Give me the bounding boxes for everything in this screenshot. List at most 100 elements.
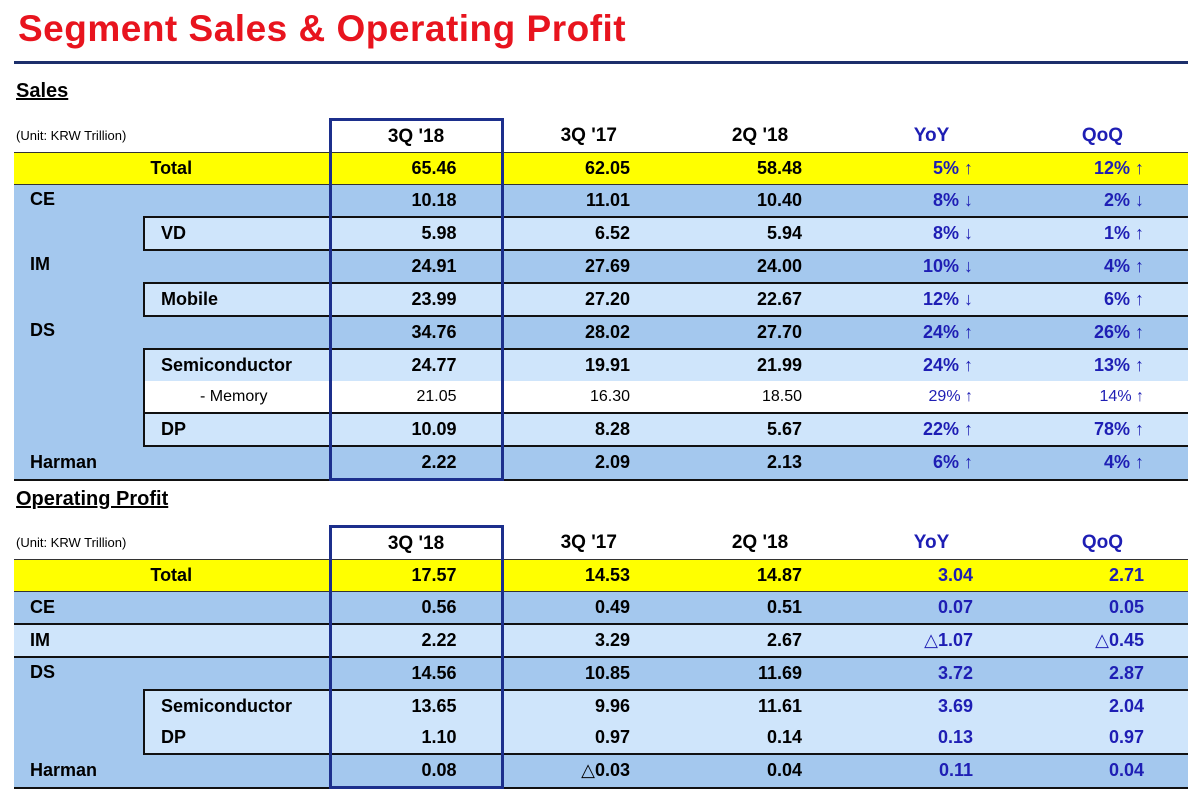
op-row-semiconductor: Semiconductor 13.65 9.96 11.61 3.69 2.04 xyxy=(14,689,1188,722)
value-yoy: 8% ↓ xyxy=(846,216,1017,251)
value-3q17: 16.30 xyxy=(502,381,674,413)
value-3q18: 2.22 xyxy=(328,623,504,657)
value-yoy: 0.11 xyxy=(846,754,1017,789)
sales-table: (Unit: KRW Trillion) 3Q '18 3Q '17 2Q '1… xyxy=(14,118,1188,481)
value-2q18: 11.69 xyxy=(674,656,846,690)
value-3q17: 0.97 xyxy=(502,722,674,755)
value-3q18: 24.91 xyxy=(328,250,504,283)
row-label: Semiconductor xyxy=(143,348,330,381)
value-3q18: 10.09 xyxy=(328,412,504,447)
value-yoy: 24% ↑ xyxy=(846,348,1017,381)
value-3q18: 0.56 xyxy=(328,591,504,624)
row-label: Mobile xyxy=(143,282,330,317)
sales-col-2q18: 2Q '18 xyxy=(731,124,789,146)
op-table: (Unit: KRW Trillion) 3Q '18 3Q '17 2Q '1… xyxy=(14,525,1188,789)
value-yoy: 0.13 xyxy=(846,722,1017,755)
value-3q18: 24.77 xyxy=(328,348,504,381)
value-qoq: 2% ↓ xyxy=(1017,184,1188,217)
sales-row-ds: DS 34.76 28.02 27.70 24% ↑ 26% ↑ xyxy=(14,316,1188,446)
row-label: Semiconductor xyxy=(143,689,330,722)
value-2q18: 10.40 xyxy=(674,184,846,217)
value-yoy: 8% ↓ xyxy=(846,184,1017,217)
page-title: Segment Sales & Operating Profit xyxy=(18,8,627,49)
op-row-dp: DP 1.10 0.97 0.14 0.13 0.97 xyxy=(14,722,1188,755)
row-label: Harman xyxy=(14,754,330,789)
value-qoq: 12% ↑ xyxy=(1017,152,1188,185)
value-yoy: 6% ↑ xyxy=(846,446,1017,481)
value-yoy: 10% ↓ xyxy=(846,250,1017,283)
value-3q17: △0.03 xyxy=(502,754,674,789)
value-3q17: 19.91 xyxy=(502,348,674,381)
row-label: Total xyxy=(14,152,330,185)
row-label: - Memory xyxy=(143,381,330,413)
sales-row-ce: CE 10.18 11.01 10.40 8% ↓ 2% ↓ xyxy=(14,184,1188,250)
value-2q18: 22.67 xyxy=(674,282,846,317)
value-yoy: 3.72 xyxy=(846,656,1017,690)
sales-unit-label: (Unit: KRW Trillion) xyxy=(16,128,127,144)
value-3q17: 28.02 xyxy=(502,316,674,349)
value-3q17: 27.69 xyxy=(502,250,674,283)
value-2q18: 58.48 xyxy=(674,152,846,185)
row-label: CE xyxy=(14,184,144,250)
value-3q17: 11.01 xyxy=(502,184,674,217)
op-row-total: Total 17.57 14.53 14.87 3.04 2.71 xyxy=(14,559,1188,592)
value-qoq: △0.45 xyxy=(1017,623,1188,657)
value-3q17: 8.28 xyxy=(502,412,674,447)
value-qoq: 2.04 xyxy=(1017,689,1188,722)
op-row-harman: Harman 0.08 △0.03 0.04 0.11 0.04 xyxy=(14,754,1188,789)
sales-col-3q17: 3Q '17 xyxy=(560,124,617,146)
sales-row-mobile: Mobile 23.99 27.20 22.67 12% ↓ 6% ↑ xyxy=(14,282,1188,317)
value-2q18: 2.13 xyxy=(674,446,846,481)
value-2q18: 24.00 xyxy=(674,250,846,283)
value-3q18: 1.10 xyxy=(328,722,504,755)
value-3q17: 2.09 xyxy=(502,446,674,481)
value-qoq: 6% ↑ xyxy=(1017,282,1188,317)
value-3q18: 0.08 xyxy=(328,754,504,789)
op-col-qoq: QoQ xyxy=(1081,531,1124,553)
value-yoy: 12% ↓ xyxy=(846,282,1017,317)
value-yoy: 22% ↑ xyxy=(846,412,1017,447)
sales-row-dp: DP 10.09 8.28 5.67 22% ↑ 78% ↑ xyxy=(14,412,1188,447)
sales-header-row: (Unit: KRW Trillion) 3Q '18 3Q '17 2Q '1… xyxy=(14,118,1188,153)
value-2q18: 18.50 xyxy=(674,381,846,413)
value-3q17: 9.96 xyxy=(502,689,674,722)
value-qoq: 1% ↑ xyxy=(1017,216,1188,251)
value-3q17: 27.20 xyxy=(502,282,674,317)
sales-section-title: Sales xyxy=(16,80,69,102)
value-qoq: 0.05 xyxy=(1017,591,1188,624)
sales-row-im: IM 24.91 27.69 24.00 10% ↓ 4% ↑ xyxy=(14,250,1188,316)
sales-col-qoq: QoQ xyxy=(1081,124,1124,146)
value-3q17: 10.85 xyxy=(502,656,674,690)
value-3q18: 2.22 xyxy=(328,446,504,481)
value-qoq: 78% ↑ xyxy=(1017,412,1188,447)
row-label: Harman xyxy=(14,446,330,481)
row-label: CE xyxy=(14,591,330,624)
value-2q18: 27.70 xyxy=(674,316,846,349)
value-2q18: 2.67 xyxy=(674,623,846,657)
value-2q18: 0.04 xyxy=(674,754,846,789)
value-3q18: 14.56 xyxy=(328,656,504,690)
value-3q18: 65.46 xyxy=(328,152,504,185)
op-col-yoy: YoY xyxy=(913,531,950,553)
value-qoq: 14% ↑ xyxy=(1017,381,1188,413)
sales-row-semiconductor: Semiconductor 24.77 19.91 21.99 24% ↑ 13… xyxy=(14,348,1188,381)
row-label: Total xyxy=(14,559,330,592)
value-yoy: 29% ↑ xyxy=(846,381,1017,413)
value-3q18: 23.99 xyxy=(328,282,504,317)
op-unit-label: (Unit: KRW Trillion) xyxy=(16,535,127,551)
value-3q17: 3.29 xyxy=(502,623,674,657)
value-2q18: 0.51 xyxy=(674,591,846,624)
row-label: IM xyxy=(14,250,144,316)
sales-row-harman: Harman 2.22 2.09 2.13 6% ↑ 4% ↑ xyxy=(14,446,1188,481)
value-3q18: 10.18 xyxy=(328,184,504,217)
sales-col-yoy: YoY xyxy=(913,124,950,146)
value-yoy: 3.69 xyxy=(846,689,1017,722)
value-3q18: 17.57 xyxy=(328,559,504,592)
op-row-ds: DS 14.56 10.85 11.69 3.72 2.87 xyxy=(14,656,1188,754)
value-qoq: 0.04 xyxy=(1017,754,1188,789)
row-label: DS xyxy=(14,656,144,754)
value-qoq: 13% ↑ xyxy=(1017,348,1188,381)
value-2q18: 21.99 xyxy=(674,348,846,381)
value-2q18: 5.67 xyxy=(674,412,846,447)
value-yoy: 0.07 xyxy=(846,591,1017,624)
